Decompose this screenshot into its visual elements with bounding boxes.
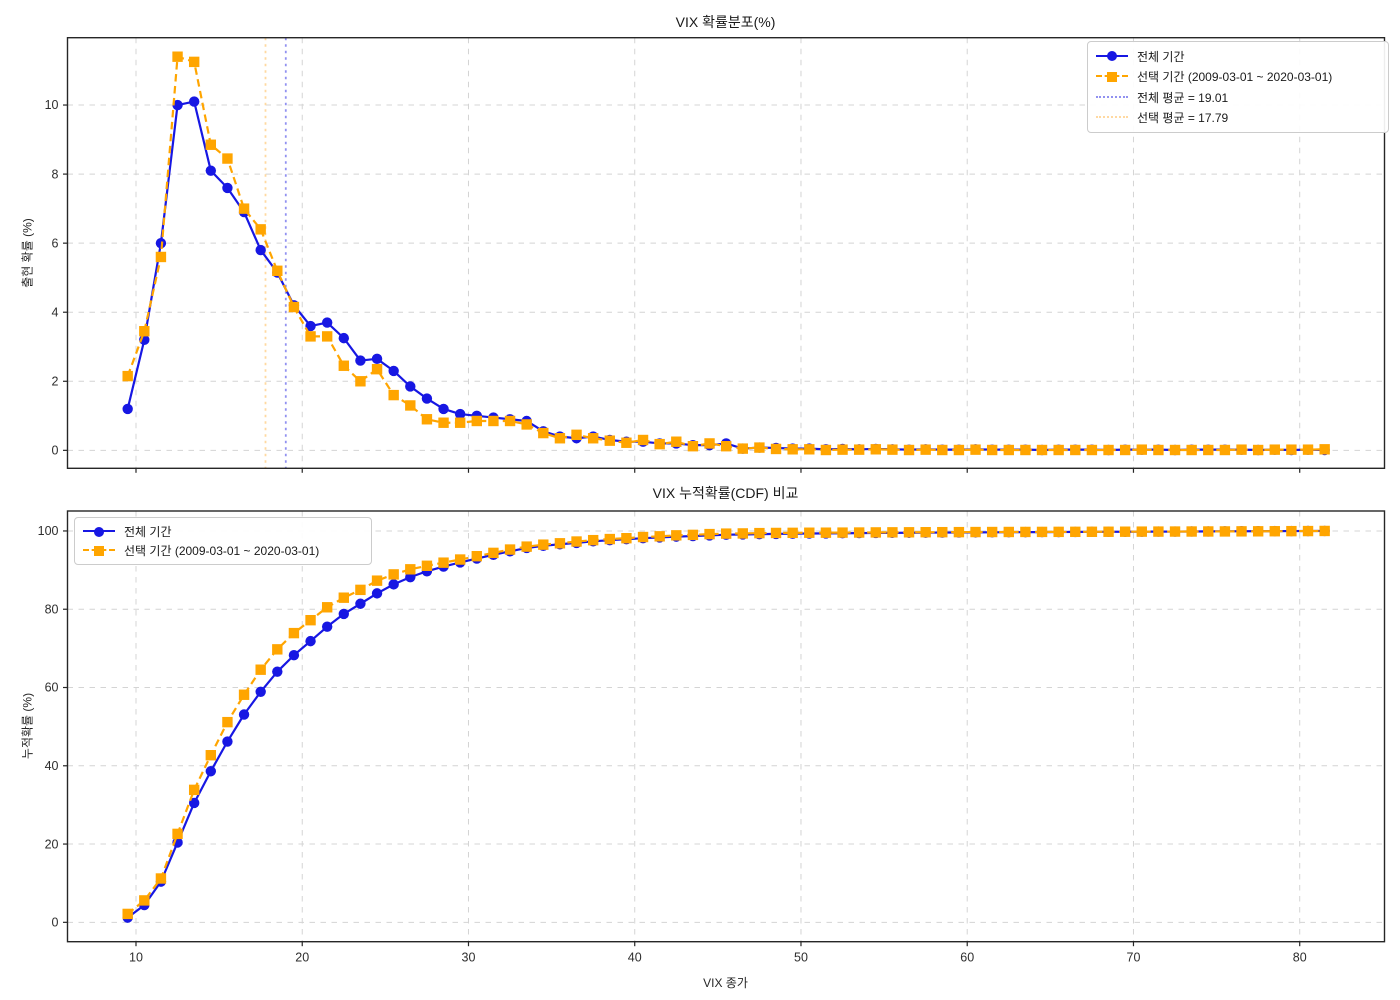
pdf-legend: 전체 기간 선택 기간 (2009-03-01 ~ 2020-03-01) 전체… [1087,41,1389,133]
legend-item-selected: 선택 기간 (2009-03-01 ~ 2020-03-01) [1096,68,1378,87]
svg-text:80: 80 [1293,951,1307,965]
cdf-axes: 10 20 30 40 50 60 70 80 0 20 40 60 80 100 [38,510,1386,965]
legend-item-total: 전체 기간 [83,523,361,540]
svg-text:40: 40 [628,951,642,965]
legend-item-total: 전체 기간 [1096,47,1378,66]
legend-label-selected: 선택 기간 (2009-03-01 ~ 2020-03-01) [124,544,320,558]
svg-text:0: 0 [52,444,59,458]
svg-text:10: 10 [129,951,143,965]
svg-text:20: 20 [45,837,59,851]
pdf-chart-title: VIX 확률분포(%) [675,14,776,30]
svg-text:0: 0 [52,916,59,930]
svg-text:40: 40 [45,759,59,773]
legend-label-total: 전체 기간 [124,525,172,539]
legend-label-total-mean: 전체 평균 = 19.01 [1137,90,1229,105]
legend-item-total-mean: 전체 평균 = 19.01 [1096,88,1378,107]
svg-text:8: 8 [52,167,59,181]
svg-text:60: 60 [45,681,59,695]
svg-text:10: 10 [45,98,59,112]
x-axis-label: VIX 종가 [703,976,748,990]
svg-text:20: 20 [295,951,309,965]
legend-item-selected-mean: 선택 평균 = 17.79 [1096,109,1378,128]
cdf-chart-title: VIX 누적확률(CDF) 비교 [652,485,799,501]
svg-text:80: 80 [45,602,59,616]
total-mean-swatch-icon [1096,90,1128,104]
svg-text:30: 30 [462,951,476,965]
legend-label-selected-mean: 선택 평균 = 17.79 [1137,111,1229,126]
svg-text:60: 60 [960,951,974,965]
svg-text:100: 100 [38,524,59,538]
cdf-legend: 전체 기간 선택 기간 (2009-03-01 ~ 2020-03-01) [74,517,372,565]
total-series-swatch-icon [1096,49,1128,63]
total-series-swatch-icon [83,525,115,539]
legend-label-selected: 선택 기간 (2009-03-01 ~ 2020-03-01) [1137,70,1333,85]
pdf-y-axis-label: 출현 확률 (%) [20,218,35,288]
legend-label-total: 전체 기간 [1137,49,1185,64]
selected-series-swatch-icon [83,544,115,558]
selected-series-swatch-icon [1096,70,1128,84]
svg-text:50: 50 [794,951,808,965]
selected-mean-swatch-icon [1096,111,1128,125]
svg-text:2: 2 [52,374,59,388]
cdf-y-axis-label: 누적확률 (%) [20,692,35,760]
svg-text:70: 70 [1127,951,1141,965]
svg-text:4: 4 [52,305,59,319]
svg-text:6: 6 [52,236,59,250]
legend-item-selected: 선택 기간 (2009-03-01 ~ 2020-03-01) [83,542,361,559]
